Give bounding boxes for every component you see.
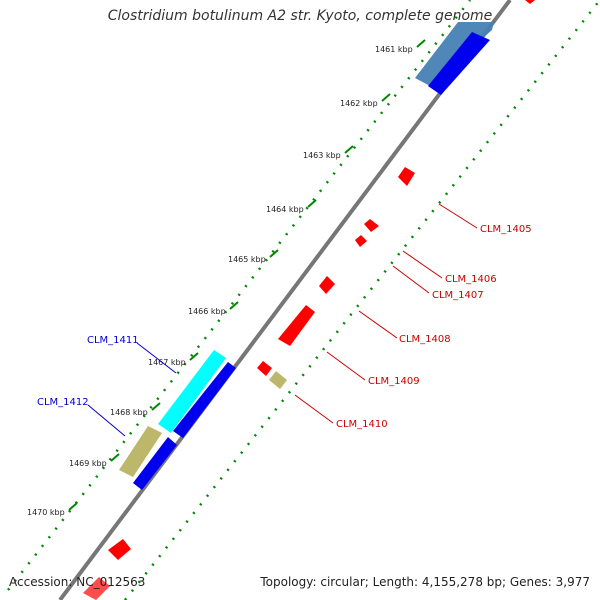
gene-feature-clm-1408b bbox=[278, 305, 315, 346]
outer-dotted-track bbox=[7, 0, 471, 591]
inner-dotted-track bbox=[124, 0, 600, 600]
gene-label-clm-1412: CLM_1412 bbox=[37, 397, 89, 408]
gene-label-clm-1411: CLM_1411 bbox=[87, 335, 139, 346]
ruler-label: 1464 kbp bbox=[266, 205, 304, 214]
ruler-label: 1461 kbp bbox=[375, 45, 413, 54]
ruler-label: 1470 kbp bbox=[27, 508, 65, 517]
clm-1408-leader bbox=[358, 310, 398, 339]
clm-1406-leader bbox=[402, 250, 443, 279]
genome-summary-text: Topology: circular; Length: 4,155,278 bp… bbox=[260, 575, 590, 589]
clm-1411-leader bbox=[136, 342, 177, 374]
gene-feature-clm-1408a bbox=[319, 276, 335, 294]
ruler-label: 1467 kbp bbox=[148, 358, 186, 367]
clm-1405-leader bbox=[438, 203, 478, 229]
ruler-tick bbox=[229, 301, 239, 310]
ruler-tick bbox=[381, 93, 391, 102]
gene-feature-blue-b bbox=[133, 437, 177, 490]
gene-feature-clm-1410 bbox=[269, 371, 287, 389]
ruler: 1461 kbp 1462 kbp 1463 kbp 1464 kbp 1465 kbp… bbox=[27, 39, 426, 517]
gene-label-clm-1410: CLM_1410 bbox=[336, 419, 388, 430]
clm-1409-leader bbox=[326, 351, 366, 381]
ruler-tick bbox=[344, 145, 354, 154]
ruler-tick bbox=[151, 402, 161, 411]
gene-feature-red-bottom-a bbox=[108, 539, 131, 560]
clm-1407-leader bbox=[392, 265, 430, 294]
genome-backbone bbox=[58, 0, 512, 600]
clm-1410-leader bbox=[294, 394, 334, 424]
gene-feature-clm-1412 bbox=[119, 426, 162, 477]
accession-text: Accession: NC_012563 bbox=[9, 575, 146, 589]
ruler-tick bbox=[68, 502, 78, 511]
gene-label-clm-1408: CLM_1408 bbox=[399, 334, 451, 345]
ruler-tick bbox=[307, 199, 317, 208]
clm-1412-leader bbox=[87, 404, 126, 437]
gene-label-clm-1405: CLM_1405 bbox=[480, 224, 532, 235]
ruler-label: 1463 kbp bbox=[303, 151, 341, 160]
map-title: Clostridium botulinum A2 str. Kyoto, com… bbox=[107, 8, 493, 24]
gene-label-clm-1409: CLM_1409 bbox=[368, 376, 420, 387]
ruler-label: 1462 kbp bbox=[340, 99, 378, 108]
gene-label-clm-1406: CLM_1406 bbox=[445, 274, 497, 285]
ruler-label: 1466 kbp bbox=[188, 307, 226, 316]
gene-feature-red-bottom-b bbox=[83, 577, 110, 600]
gene-feature-clm-1409 bbox=[257, 361, 272, 376]
gene-feature-blue-a bbox=[173, 362, 236, 438]
gene-feature-top bbox=[525, 0, 535, 4]
gene-label-clm-1407: CLM_1407 bbox=[432, 290, 484, 301]
ruler-tick bbox=[110, 453, 120, 462]
gene-feature-blue-1461 bbox=[428, 32, 490, 95]
gene-feature-clm-1405 bbox=[398, 167, 415, 186]
gene-feature-clm-1407 bbox=[355, 235, 367, 247]
ruler-tick bbox=[189, 352, 199, 361]
gene-feature-clm-1406 bbox=[364, 219, 379, 232]
gene-feature-clm-1411 bbox=[158, 350, 226, 433]
ruler-tick bbox=[269, 249, 279, 258]
ruler-tick bbox=[416, 39, 426, 48]
ruler-label: 1465 kbp bbox=[228, 255, 266, 264]
ruler-label: 1469 kbp bbox=[69, 459, 107, 468]
ruler-label: 1468 kbp bbox=[110, 408, 148, 417]
